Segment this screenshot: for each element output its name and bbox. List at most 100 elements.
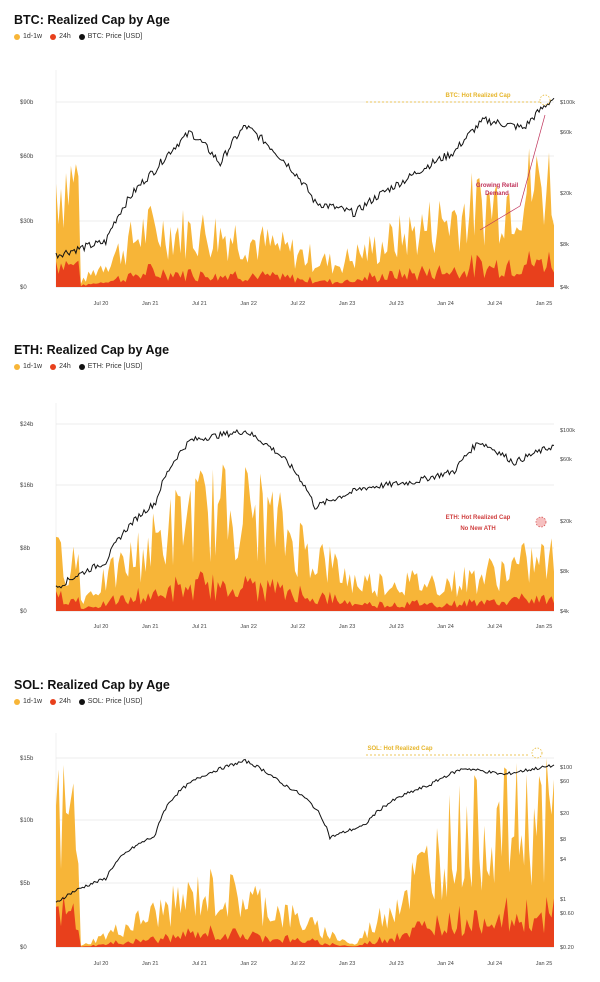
y-tick-label: $0 (20, 945, 27, 951)
y2-tick-label: $100k (560, 428, 575, 434)
y-tick-label: $90b (20, 100, 34, 106)
x-tick-label: Jul 23 (389, 301, 404, 307)
hot-cap-marker (535, 516, 547, 528)
annotation-label: BTC: Hot Realized Cap (445, 93, 510, 99)
hot-cap-marker (539, 94, 551, 106)
x-tick-label: Jan 21 (142, 961, 159, 967)
annotation-label: Demand (485, 191, 509, 197)
legend-item-short: 24h (50, 698, 71, 705)
y2-tick-label: $4k (560, 285, 569, 291)
x-tick-label: Jul 22 (291, 301, 306, 307)
y-tick-label: $10b (20, 818, 34, 824)
legend-item-short: 24h (50, 363, 71, 370)
y2-tick-label: $100 (560, 765, 572, 771)
x-tick-label: Jan 23 (339, 301, 356, 307)
sol-chart-title: SOL: Realized Cap by Age (14, 678, 170, 692)
legend-item-price: SOL: Price [USD] (78, 698, 142, 705)
y-tick-label: $30b (20, 219, 34, 225)
y2-tick-label: $60k (560, 130, 572, 136)
y-tick-label: $15b (20, 756, 34, 762)
legend-dot-icon (14, 33, 20, 40)
annotation-arrow (479, 205, 521, 231)
y2-tick-label: $8 (560, 837, 566, 843)
y-tick-label: $5b (20, 881, 31, 887)
y2-tick-label: $20 (560, 811, 569, 817)
y-tick-label: $24b (20, 422, 34, 428)
x-tick-label: Jan 23 (339, 961, 356, 967)
x-tick-label: Jan 25 (536, 624, 553, 630)
y2-tick-label: $60 (560, 779, 569, 785)
realized-cap-1d-1w-area (56, 464, 554, 611)
y-tick-label: $0 (20, 285, 27, 291)
annotation-label: No New ATH (460, 526, 495, 532)
realized-cap-1d-1w-area (56, 148, 554, 287)
x-tick-label: Jul 22 (291, 961, 306, 967)
eth-chart-title: ETH: Realized Cap by Age (14, 343, 170, 357)
legend-dot-icon (14, 698, 20, 705)
x-tick-label: Jan 22 (240, 961, 257, 967)
price-line (55, 758, 555, 903)
x-tick-label: Jul 24 (487, 624, 502, 630)
x-tick-label: Jul 20 (94, 624, 109, 630)
legend-dot-icon (78, 33, 85, 40)
x-tick-label: Jan 25 (536, 301, 553, 307)
y2-tick-label: $60k (560, 457, 572, 463)
x-tick-label: Jan 21 (142, 624, 159, 630)
x-tick-label: Jan 21 (142, 301, 159, 307)
x-tick-label: Jul 21 (192, 624, 207, 630)
legend-dot-icon (78, 698, 85, 705)
annotation-label: ETH: Hot Realized Cap (446, 515, 511, 521)
x-tick-label: Jan 22 (240, 624, 257, 630)
legend-dot-icon (78, 363, 85, 370)
y2-tick-label: $0.60 (560, 911, 574, 917)
legend-dot-icon (50, 698, 57, 705)
x-tick-label: Jul 23 (389, 624, 404, 630)
legend-item-long: 1d-1w (14, 33, 42, 40)
x-tick-label: Jan 23 (339, 624, 356, 630)
x-tick-label: Jul 21 (192, 301, 207, 307)
annotation-label: Growing Retail (476, 183, 519, 189)
eth-legend: 1d-1w 24h ETH: Price [USD] (14, 363, 142, 370)
x-tick-label: Jul 22 (291, 624, 306, 630)
realized-cap-24h-area (56, 895, 554, 947)
x-tick-label: Jul 24 (487, 301, 502, 307)
price-line (55, 97, 555, 260)
y-tick-label: $16b (20, 483, 34, 489)
x-tick-label: Jul 20 (94, 301, 109, 307)
y-tick-label: $8b (20, 546, 31, 552)
annotation-arrow (519, 114, 546, 207)
x-tick-label: Jan 25 (536, 961, 553, 967)
annotation-label: SOL: Hot Realized Cap (367, 746, 432, 752)
x-tick-label: Jul 24 (487, 961, 502, 967)
x-tick-label: Jul 23 (389, 961, 404, 967)
hot-cap-marker (531, 747, 543, 759)
y-tick-label: $60b (20, 154, 34, 160)
realized-cap-24h-area (56, 571, 554, 611)
y2-tick-label: $20k (560, 519, 572, 525)
legend-item-long: 1d-1w (14, 698, 42, 705)
x-tick-label: Jan 24 (437, 624, 454, 630)
x-tick-label: Jul 21 (192, 961, 207, 967)
y2-tick-label: $8k (560, 242, 569, 248)
legend-dot-icon (50, 363, 57, 370)
y2-tick-label: $20k (560, 191, 572, 197)
y2-tick-label: $4 (560, 857, 566, 863)
legend-dot-icon (14, 363, 20, 370)
realized-cap-1d-1w-area (56, 758, 554, 947)
y2-tick-label: $8k (560, 569, 569, 575)
price-line (55, 429, 555, 589)
legend-item-long: 1d-1w (14, 363, 42, 370)
x-tick-label: Jul 20 (94, 961, 109, 967)
x-tick-label: Jan 24 (437, 301, 454, 307)
legend-item-short: 24h (50, 33, 71, 40)
y-tick-label: $0 (20, 609, 27, 615)
y2-tick-label: $1 (560, 897, 566, 903)
y2-tick-label: $100k (560, 100, 575, 106)
y2-tick-label: $4k (560, 609, 569, 615)
x-tick-label: Jan 22 (240, 301, 257, 307)
btc-chart-title: BTC: Realized Cap by Age (14, 13, 170, 27)
legend-item-price: BTC: Price [USD] (78, 33, 142, 40)
y2-tick-label: $0.20 (560, 945, 574, 951)
legend-dot-icon (50, 33, 57, 40)
